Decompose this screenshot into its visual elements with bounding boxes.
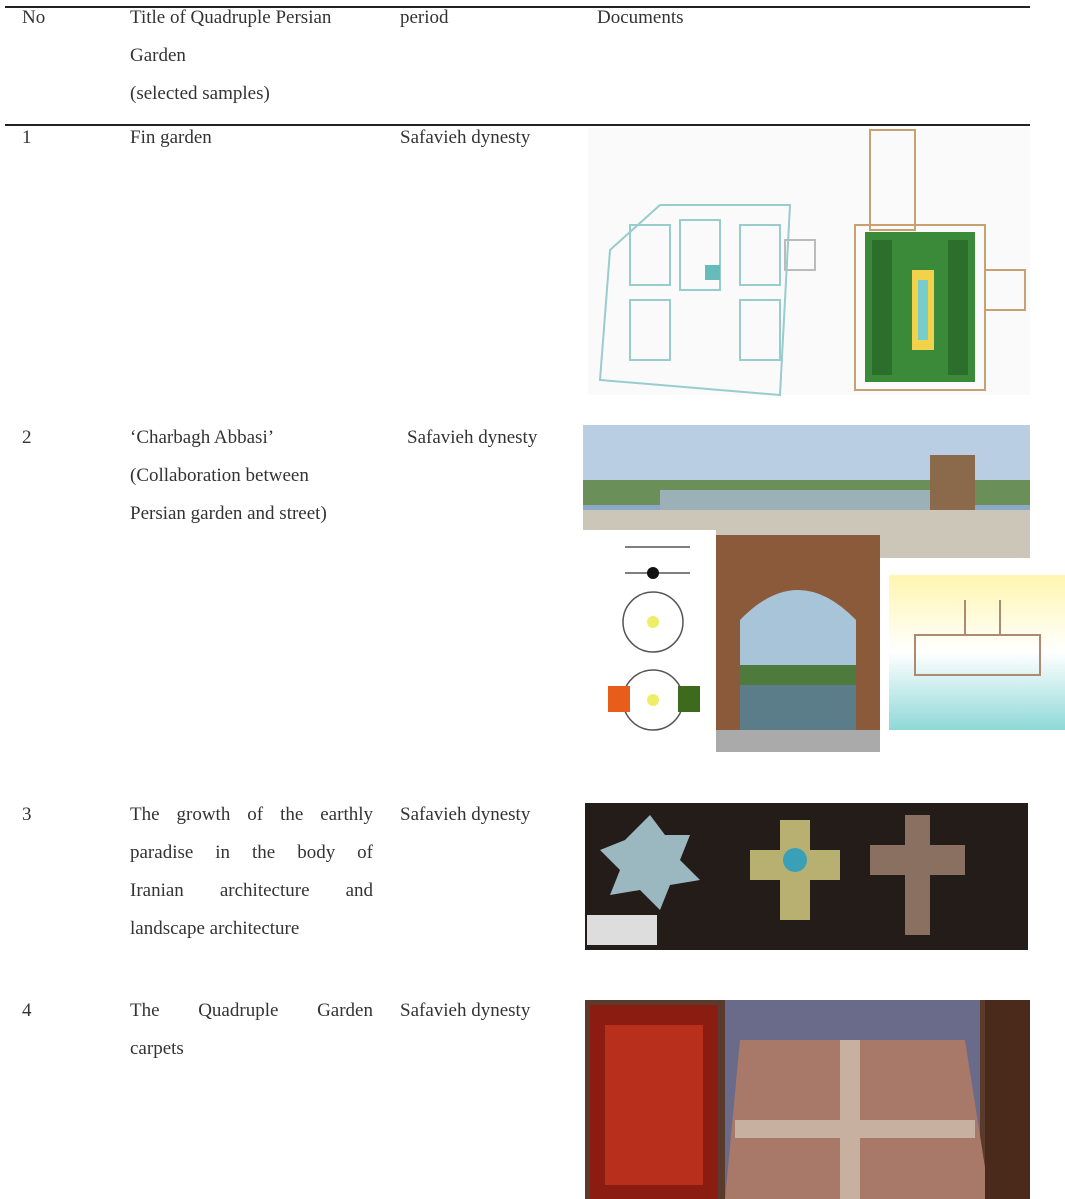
row-title: (Collaboration between bbox=[130, 465, 309, 486]
header-cell: Title of Quadruple Persian bbox=[130, 7, 332, 28]
header-cell: Garden bbox=[130, 45, 186, 66]
row-number: 1 bbox=[22, 127, 32, 148]
row-title: landscape architecture bbox=[130, 918, 300, 939]
carpet-photos bbox=[585, 1000, 1030, 1199]
row-title: carpets bbox=[130, 1038, 184, 1059]
fin-garden-plans bbox=[588, 128, 1030, 397]
header-cell: Documents bbox=[597, 7, 684, 28]
header-cell: period bbox=[400, 7, 449, 28]
row-period: Safavieh dynesty bbox=[407, 427, 538, 448]
header-rule bbox=[5, 124, 1030, 126]
header-cell: (selected samples) bbox=[130, 83, 270, 104]
charbagh-photos bbox=[583, 425, 1065, 752]
row-period: Safavieh dynesty bbox=[400, 804, 531, 825]
row-title: Persian garden and street) bbox=[130, 503, 327, 524]
row-number: 3 bbox=[22, 804, 32, 825]
row-number: 2 bbox=[22, 427, 32, 448]
tile-photos bbox=[585, 803, 1028, 950]
header-cell: No bbox=[22, 7, 46, 28]
row-title: Iranian architecture and bbox=[130, 880, 373, 901]
row-title: ‘Charbagh Abbasi’ bbox=[130, 427, 275, 448]
top-rule bbox=[5, 6, 1030, 8]
row-title: The Quadruple Garden bbox=[130, 1000, 373, 1021]
row-period: Safavieh dynesty bbox=[400, 127, 531, 148]
row-period: Safavieh dynesty bbox=[400, 1000, 531, 1021]
row-number: 4 bbox=[22, 1000, 32, 1021]
row-title: paradise in the body of bbox=[130, 842, 373, 863]
row-title: The growth of the earthly bbox=[130, 804, 373, 825]
row-title: Fin garden bbox=[130, 127, 212, 148]
